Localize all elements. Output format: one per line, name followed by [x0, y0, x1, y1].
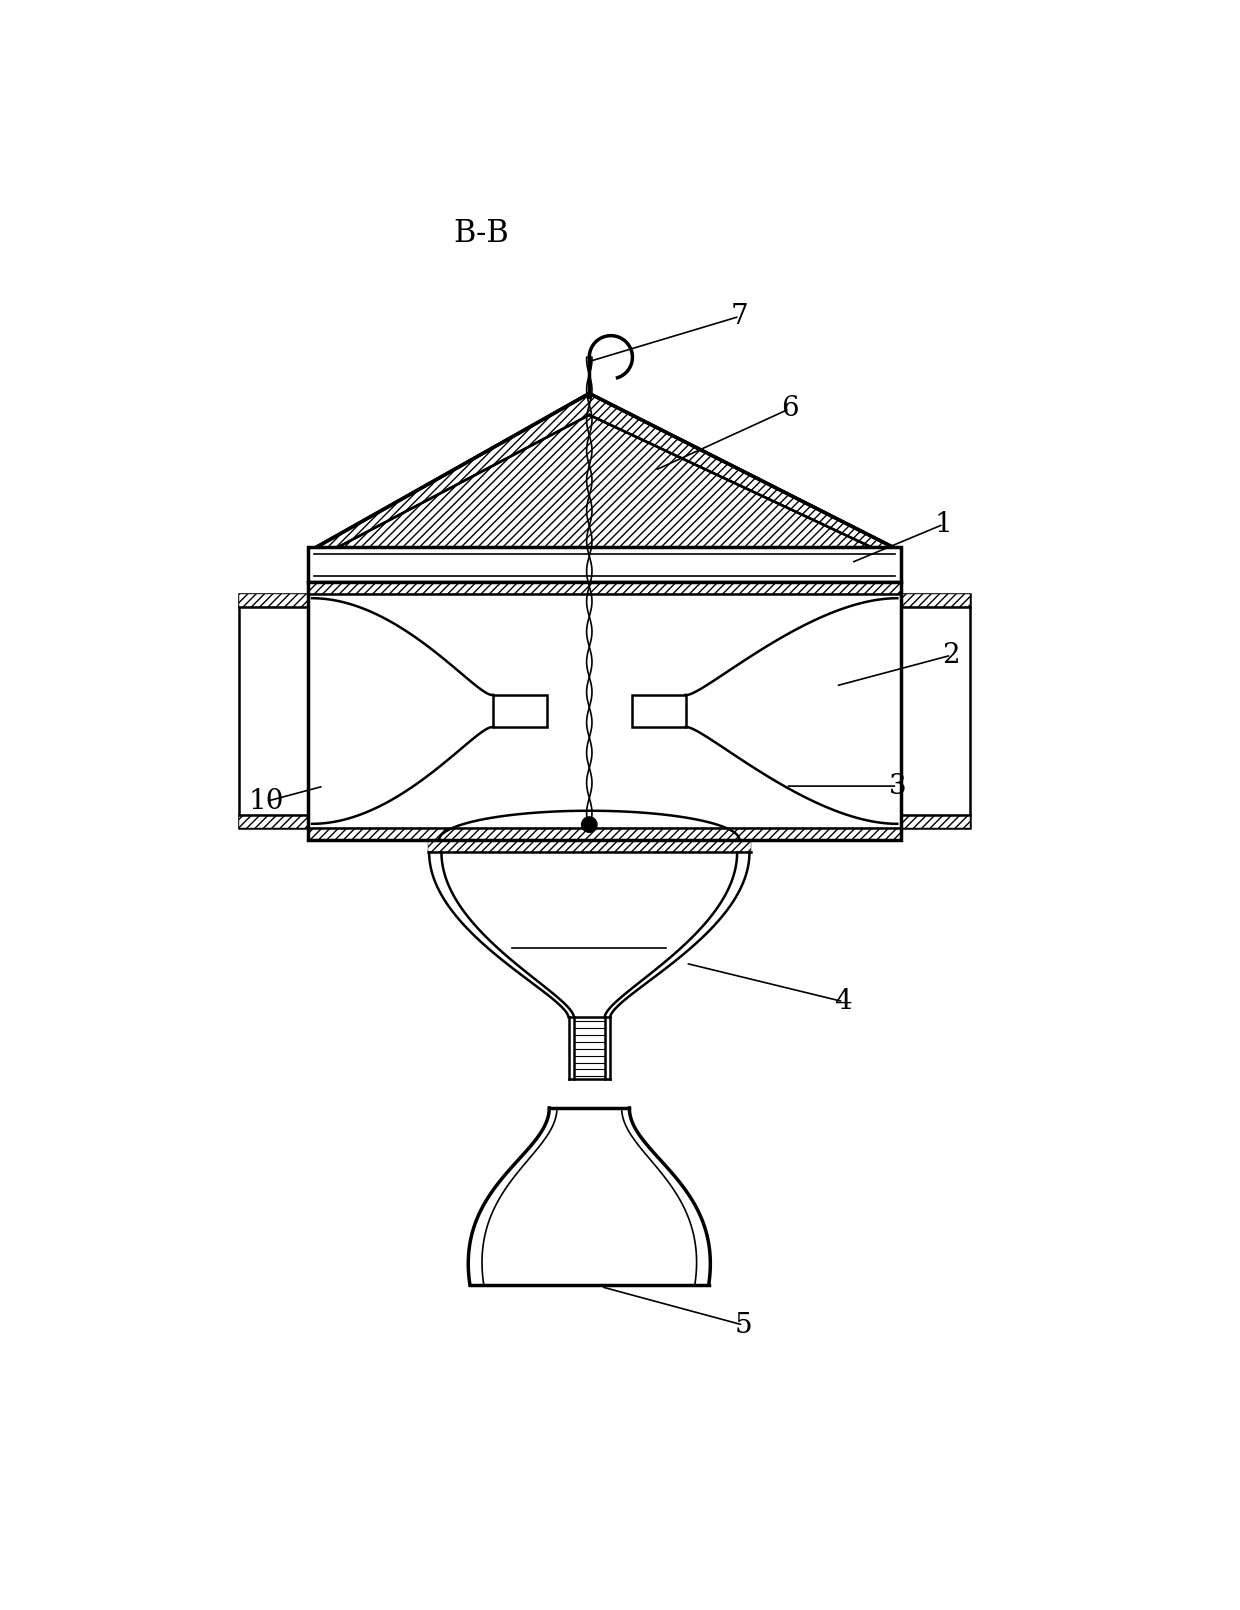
Bar [309, 583, 901, 840]
Bar [901, 594, 971, 828]
Polygon shape [239, 594, 309, 607]
Text: 1: 1 [935, 510, 952, 538]
Polygon shape [901, 815, 971, 828]
Polygon shape [901, 594, 971, 607]
Polygon shape [309, 828, 901, 840]
Text: 10: 10 [248, 787, 284, 815]
Bar [309, 547, 901, 583]
Polygon shape [428, 840, 751, 852]
Polygon shape [316, 393, 894, 547]
Bar [631, 696, 686, 728]
Text: 3: 3 [889, 773, 906, 800]
Circle shape [582, 816, 596, 832]
Text: 6: 6 [781, 396, 799, 422]
Text: 5: 5 [734, 1312, 753, 1338]
Text: B-B: B-B [454, 217, 510, 248]
Text: 4: 4 [835, 989, 852, 1016]
Text: 7: 7 [730, 303, 748, 330]
Polygon shape [309, 583, 901, 594]
Bar [239, 594, 309, 828]
Text: 2: 2 [942, 642, 960, 668]
Bar [494, 696, 547, 728]
Polygon shape [239, 815, 309, 828]
